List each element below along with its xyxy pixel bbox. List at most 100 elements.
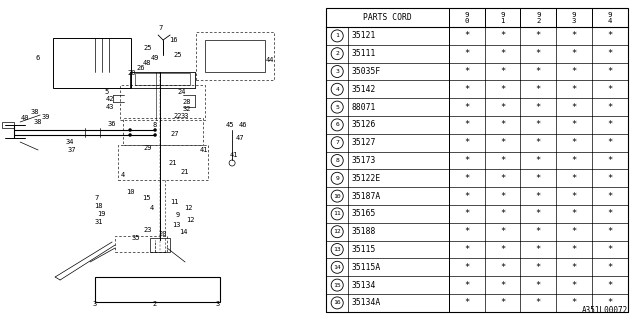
Text: 20: 20 (128, 70, 136, 76)
Text: *: * (464, 49, 469, 58)
Text: 21: 21 (181, 169, 189, 175)
Text: *: * (500, 120, 505, 129)
Text: *: * (607, 120, 612, 129)
Text: *: * (607, 49, 612, 58)
Text: 20: 20 (159, 231, 167, 237)
Text: 2: 2 (153, 301, 157, 307)
Text: *: * (500, 138, 505, 147)
Text: *: * (464, 227, 469, 236)
Text: 7: 7 (158, 25, 162, 31)
Text: 49: 49 (151, 55, 159, 61)
Text: 6: 6 (36, 55, 40, 61)
Text: 8: 8 (153, 122, 157, 128)
Text: 15: 15 (333, 283, 341, 288)
Text: 88071: 88071 (351, 103, 376, 112)
Text: *: * (572, 85, 577, 94)
Text: *: * (572, 120, 577, 129)
Text: *: * (572, 209, 577, 218)
Text: 35165: 35165 (351, 209, 376, 218)
Text: *: * (572, 103, 577, 112)
Text: 29: 29 (144, 145, 152, 151)
Text: *: * (464, 298, 469, 308)
Text: 35134: 35134 (351, 281, 376, 290)
Text: 13: 13 (172, 222, 180, 228)
Text: 35187A: 35187A (351, 192, 381, 201)
Text: *: * (536, 49, 541, 58)
Text: *: * (607, 138, 612, 147)
Text: 35142: 35142 (351, 85, 376, 94)
Text: 24: 24 (178, 89, 186, 95)
Text: 46: 46 (239, 122, 247, 128)
Text: *: * (464, 31, 469, 40)
Text: *: * (500, 103, 505, 112)
Text: 5: 5 (335, 105, 339, 109)
Text: 33: 33 (181, 113, 189, 119)
Text: *: * (607, 209, 612, 218)
Text: 9: 9 (500, 12, 505, 18)
Circle shape (129, 129, 132, 132)
Text: *: * (536, 138, 541, 147)
Text: 2: 2 (536, 18, 541, 24)
Text: *: * (572, 156, 577, 165)
Text: *: * (607, 263, 612, 272)
Circle shape (129, 133, 132, 137)
Text: *: * (464, 245, 469, 254)
Text: *: * (607, 245, 612, 254)
Text: *: * (500, 67, 505, 76)
Text: 16: 16 (333, 300, 341, 305)
Text: A351L00072: A351L00072 (582, 306, 628, 315)
Text: 1: 1 (335, 33, 339, 38)
Text: *: * (500, 245, 505, 254)
Text: 12: 12 (186, 217, 195, 223)
Bar (53, 38, 131, 88)
Bar (95, 277, 220, 302)
Text: *: * (607, 103, 612, 112)
Bar (196, 32, 274, 80)
Bar (2, 122, 14, 128)
Text: *: * (572, 138, 577, 147)
Text: *: * (464, 103, 469, 112)
Text: *: * (464, 281, 469, 290)
Text: *: * (464, 156, 469, 165)
Text: *: * (572, 49, 577, 58)
Text: *: * (536, 174, 541, 183)
Text: 7: 7 (94, 195, 98, 201)
Text: 0: 0 (465, 18, 469, 24)
Text: 48: 48 (143, 60, 151, 66)
Text: PARTS CORD: PARTS CORD (363, 13, 412, 22)
Text: *: * (536, 67, 541, 76)
Text: 39: 39 (42, 114, 51, 120)
Text: 35126: 35126 (351, 120, 376, 129)
Text: *: * (536, 209, 541, 218)
Text: 11: 11 (333, 212, 341, 216)
Text: 35035F: 35035F (351, 67, 381, 76)
Text: 19: 19 (97, 211, 106, 217)
Text: 4: 4 (121, 172, 125, 178)
Text: 16: 16 (169, 37, 177, 43)
Text: 4: 4 (335, 87, 339, 92)
Text: *: * (500, 298, 505, 308)
Text: *: * (500, 31, 505, 40)
Text: *: * (607, 85, 612, 94)
Text: 42: 42 (106, 96, 115, 102)
Text: 3: 3 (335, 69, 339, 74)
Text: 9: 9 (335, 176, 339, 181)
Text: 35115A: 35115A (351, 263, 381, 272)
Text: *: * (607, 31, 612, 40)
Text: *: * (572, 31, 577, 40)
Text: 31: 31 (95, 219, 103, 225)
Text: *: * (536, 263, 541, 272)
Text: *: * (464, 120, 469, 129)
Text: 9: 9 (465, 12, 469, 18)
Text: 35111: 35111 (351, 49, 376, 58)
Text: 47: 47 (236, 135, 244, 141)
Bar (115, 236, 167, 252)
Text: *: * (500, 49, 505, 58)
Text: 25: 25 (174, 52, 182, 58)
Text: 12: 12 (333, 229, 341, 234)
Text: 32: 32 (183, 106, 191, 112)
Text: 13: 13 (333, 247, 341, 252)
Text: *: * (572, 263, 577, 272)
Bar (118, 145, 208, 180)
Text: *: * (607, 192, 612, 201)
